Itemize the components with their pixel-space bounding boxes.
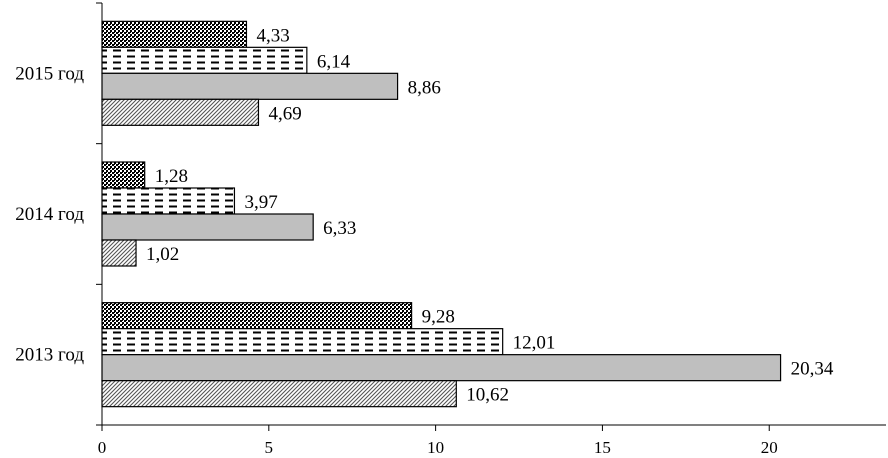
bar — [101, 328, 504, 356]
bar — [101, 98, 260, 126]
bar — [101, 46, 308, 74]
category-label: 2014 год — [15, 204, 84, 225]
bar — [101, 213, 314, 241]
data-label: 12,01 — [513, 333, 556, 354]
data-label: 9,28 — [422, 307, 455, 328]
labels: 2015 год 4,33 6,14 8,86 4,69 2014 год 1,28 3,97… — [15, 25, 834, 457]
bar — [101, 354, 782, 382]
data-label: 3,97 — [244, 192, 277, 213]
bar — [101, 72, 399, 100]
data-label: 10,62 — [466, 385, 509, 406]
data-label: 8,86 — [408, 77, 441, 98]
category-label: 2015 год — [15, 63, 84, 84]
x-tick-label: 20 — [761, 438, 778, 457]
category-label: 2013 год — [15, 345, 84, 366]
bar — [101, 20, 248, 48]
data-label: 20,34 — [791, 359, 834, 380]
data-label: 4,69 — [268, 103, 301, 124]
x-tick-label: 10 — [427, 438, 444, 457]
data-label: 4,33 — [256, 25, 289, 46]
data-label: 6,33 — [323, 218, 356, 239]
axes — [96, 2, 886, 431]
bar — [101, 161, 146, 189]
bar — [101, 302, 413, 330]
data-label: 1,28 — [155, 166, 188, 187]
bar — [101, 187, 236, 215]
bar — [101, 380, 457, 408]
plot-area — [101, 20, 782, 408]
x-tick-label: 0 — [98, 438, 107, 457]
bar — [101, 239, 137, 267]
x-tick-label: 15 — [594, 438, 611, 457]
data-label: 6,14 — [317, 51, 351, 72]
data-label: 1,02 — [146, 244, 179, 265]
x-tick-label: 5 — [265, 438, 274, 457]
